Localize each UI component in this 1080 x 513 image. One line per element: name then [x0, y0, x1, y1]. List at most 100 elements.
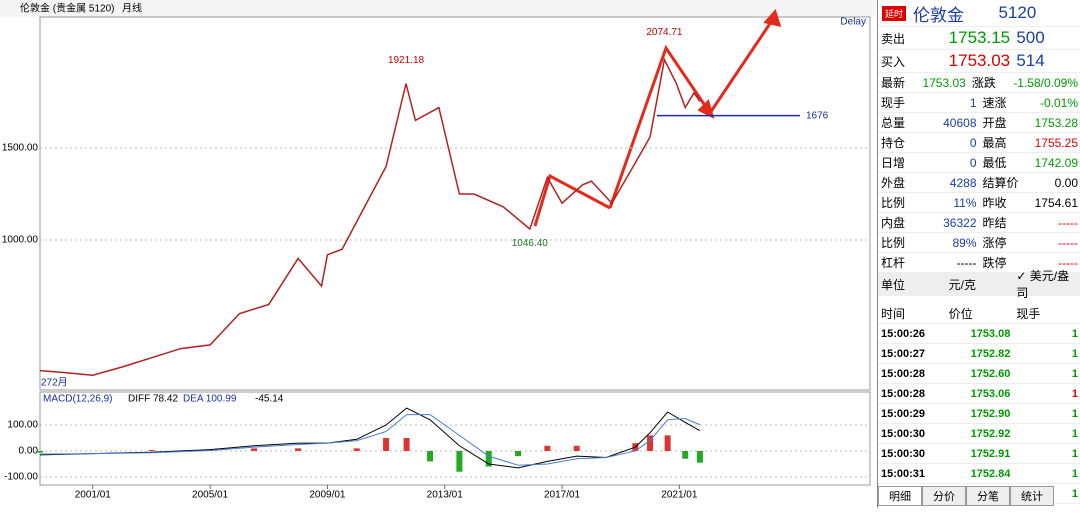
- chart: 伦敦金 (贵金属 5120) 月线 1000.00 1500.00 100.00 0.…: [0, 0, 876, 501]
- label: 跌停: [982, 256, 1007, 270]
- value: 11%: [953, 195, 977, 210]
- cell: 1: [1071, 447, 1079, 460]
- cell: 1: [1071, 347, 1079, 360]
- label: 外盘: [881, 176, 906, 190]
- cell: 15:00:31: [881, 467, 926, 480]
- cell: 15:00:30: [881, 447, 926, 460]
- buy: 买入 1753.03 514: [878, 50, 1080, 73]
- macd-bar: [427, 450, 434, 462]
- trade-row: 15:00:26 1753.08 1: [878, 324, 1080, 344]
- cell: 1752.90: [970, 407, 1011, 420]
- toolbar-title: 伦敦金 (贵金属 5120): [20, 2, 114, 15]
- tab[interactable]: 分笔: [966, 486, 1010, 506]
- macd-frame: [39, 391, 871, 486]
- price: 1753.15: [948, 28, 1011, 47]
- unit-usd-text: 美元/盎司: [1016, 269, 1070, 300]
- macd-bar: [353, 448, 360, 451]
- start-label: 272月: [41, 377, 68, 389]
- cell: 15:00:28: [881, 387, 926, 400]
- macd-bar: [383, 437, 390, 451]
- cell: 15:00:28: [881, 367, 926, 380]
- x-tick-label: 2009/01: [309, 490, 346, 501]
- label: 最新: [881, 76, 906, 90]
- annotation: 1921.18: [388, 55, 425, 66]
- trade-row: 15:00:30 1752.91 1: [878, 444, 1080, 464]
- macd-bar: [456, 450, 463, 472]
- value: 0: [969, 155, 977, 170]
- trades: 15:00:26 1753.08 1 15:00:27 1752.82 1 15:00:28…: [878, 324, 1080, 504]
- tab[interactable]: 明细: [878, 486, 922, 506]
- quote-row: 比例 89% 涨停 -----: [878, 233, 1080, 253]
- cell: 1752.84: [970, 467, 1011, 480]
- label: 涨停: [982, 236, 1007, 250]
- unit-usd[interactable]: ✓ 美元/盎司: [1016, 269, 1070, 300]
- cell: 1: [1071, 427, 1079, 440]
- dea-line: [39, 414, 701, 466]
- cell: 1: [1071, 387, 1079, 400]
- label: 单位: [881, 277, 906, 292]
- tab[interactable]: 统计: [1010, 486, 1054, 506]
- annotation: 1046.40: [512, 238, 549, 249]
- label: 持仓: [881, 136, 906, 150]
- sell: 卖出 1753.15 500: [878, 27, 1080, 50]
- cell: 1752.60: [970, 367, 1011, 380]
- x-tick-label: 2017/01: [544, 490, 581, 501]
- quote-row: 现手 1 速涨 -0.01%: [878, 93, 1080, 113]
- macd-bar: [664, 435, 671, 451]
- quote-title: 延时 伦敦金 5120: [878, 0, 1080, 27]
- cell: 1: [1071, 407, 1079, 420]
- dea-label: DEA 100.99: [183, 394, 237, 405]
- cell: 15:00:30: [881, 427, 926, 440]
- annotation: 2074.71: [646, 27, 683, 38]
- toolbar: [0, 0, 876, 17]
- trade-row: 15:00:29 1752.90 1: [878, 404, 1080, 424]
- value: -0.01%: [1039, 95, 1078, 110]
- y-tick-label: 1500.00: [2, 143, 39, 154]
- cell: 1752.92: [970, 427, 1011, 440]
- trades-header: 时间 价位 现手: [878, 304, 1080, 324]
- cell: 1: [1071, 487, 1079, 500]
- trade-row: 15:00:31 1752.84 1: [878, 464, 1080, 484]
- quote-panel: 延时 伦敦金 5120 卖出 1753.15 500 买入 1753.03 514 最新 17…: [877, 0, 1080, 508]
- value: 1755.25: [1034, 135, 1078, 150]
- value: -----: [1058, 215, 1078, 230]
- value: 4288: [949, 175, 977, 190]
- value: -----: [1058, 255, 1078, 270]
- value: 36322: [943, 215, 977, 230]
- value: 1: [969, 95, 977, 110]
- quote-row: 内盘 36322 昨结 -----: [878, 213, 1080, 233]
- quote-row: 最新 1753.03 涨跌 -1.58/0.09%: [878, 73, 1080, 93]
- cell: 1752.91: [970, 447, 1011, 460]
- macd-title: MACD(12,26,9): [43, 394, 112, 405]
- value: -----: [1058, 235, 1078, 250]
- arrows: [533, 9, 782, 227]
- label: 总量: [881, 116, 906, 130]
- label: 速涨: [982, 96, 1007, 110]
- trade-row: 15:00:28 1752.60 1: [878, 364, 1080, 384]
- x-tick-label: 2013/01: [427, 490, 464, 501]
- y-tick-label: 1000.00: [2, 235, 39, 246]
- macd-bar: [295, 448, 302, 451]
- tab[interactable]: 分价: [922, 486, 966, 506]
- unit-cny[interactable]: 元/克: [948, 277, 977, 292]
- y-tick-label: -100.00: [4, 472, 38, 483]
- plot-frame: [39, 16, 871, 391]
- quote-row: 比例 11% 昨收 1754.61: [878, 193, 1080, 213]
- h: 时间: [881, 307, 906, 321]
- label: 最低: [982, 156, 1007, 170]
- value: 0.00: [1054, 175, 1078, 190]
- label: 涨跌: [971, 76, 996, 90]
- cell: 1753.06: [970, 387, 1011, 400]
- y-tick-label: 100.00: [7, 420, 38, 431]
- price: 1753.03: [948, 51, 1011, 70]
- macd-bar: [403, 437, 410, 451]
- volume: 500: [1016, 28, 1045, 47]
- label: 买入: [881, 54, 906, 69]
- period[interactable]: 月线: [122, 2, 142, 15]
- value: 1754.61: [1034, 195, 1078, 210]
- cell: 15:00:27: [881, 347, 926, 360]
- diff-label: DIFF 78.42: [128, 394, 178, 405]
- macd-bar: [251, 448, 258, 451]
- value: 40608: [943, 115, 977, 130]
